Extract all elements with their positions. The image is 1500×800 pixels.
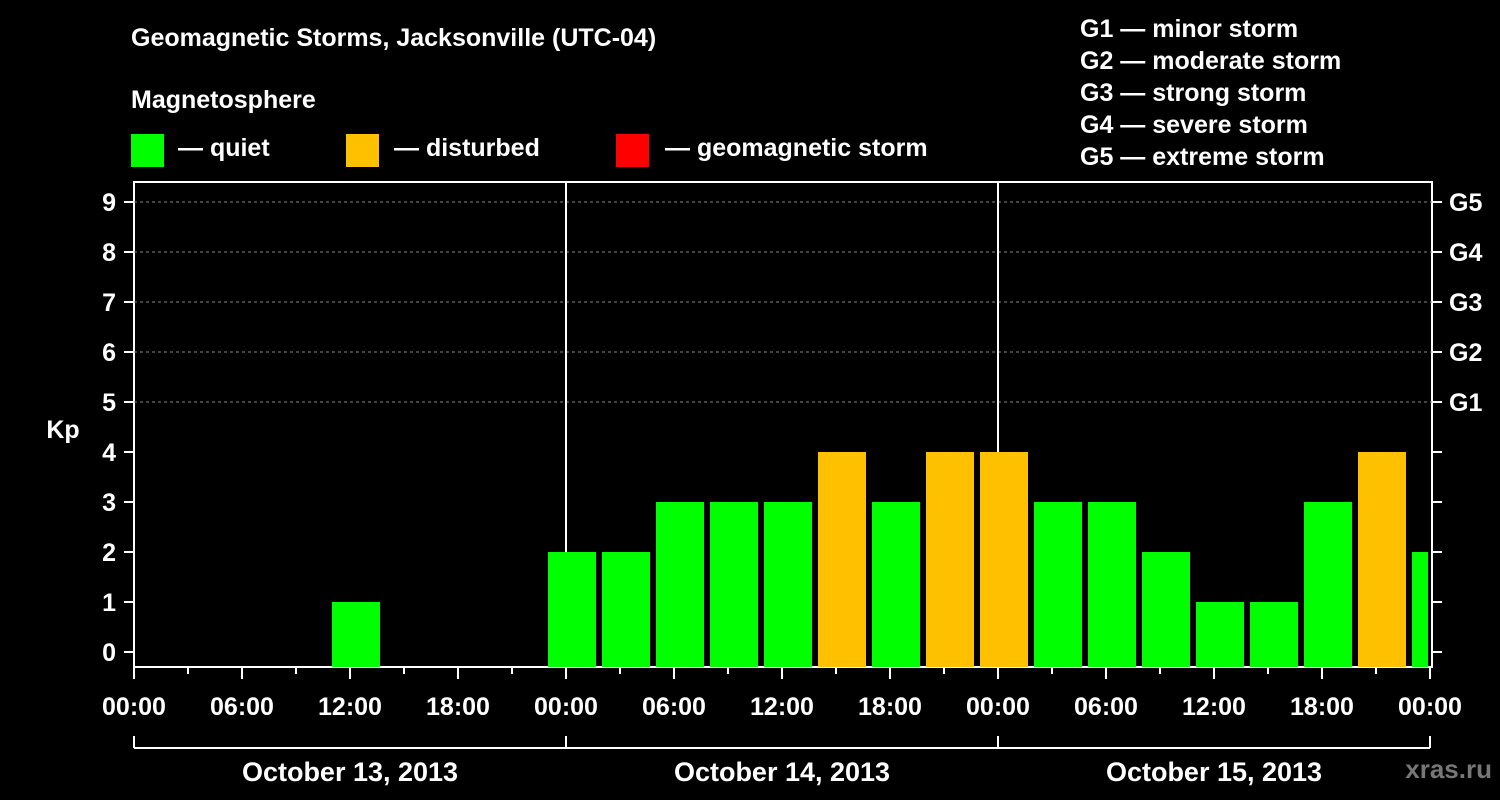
x-tick-label: 18:00	[426, 693, 490, 721]
y-axis-label: Kp	[46, 416, 79, 444]
y-tick-label: 9	[102, 189, 116, 217]
kp-bar	[548, 552, 596, 667]
legend-label-disturbed: — disturbed	[394, 134, 540, 162]
y-tick-label: 4	[102, 439, 116, 467]
kp-bar	[1088, 502, 1136, 667]
x-tick-label: 00:00	[1398, 693, 1462, 721]
g-level-label: G5	[1449, 189, 1482, 217]
kp-bar	[980, 452, 1028, 667]
legend-label-quiet: — quiet	[178, 134, 270, 162]
y-tick-label: 5	[102, 389, 116, 417]
date-label: October 13, 2013	[242, 757, 458, 787]
x-tick-label: 06:00	[1074, 693, 1138, 721]
kp-bar	[764, 502, 812, 667]
g-level-label: G4	[1449, 239, 1482, 267]
legend-heading: Magnetosphere	[131, 86, 316, 114]
date-label: October 14, 2013	[674, 757, 890, 787]
y-tick-label: 8	[102, 239, 116, 267]
g-scale-item-g3: G3 — strong storm	[1080, 79, 1307, 107]
x-tick-label: 12:00	[1182, 693, 1246, 721]
kp-bar	[1304, 502, 1352, 667]
x-tick-label: 00:00	[102, 693, 166, 721]
kp-bar	[656, 502, 704, 667]
y-tick-label: 0	[102, 639, 116, 667]
g-level-label: G3	[1449, 289, 1482, 317]
legend-label-storm: — geomagnetic storm	[665, 134, 928, 162]
x-tick-label: 18:00	[858, 693, 922, 721]
g-scale-item-g2: G2 — moderate storm	[1080, 47, 1342, 75]
y-tick-label: 1	[102, 589, 116, 617]
x-tick-label: 00:00	[534, 693, 598, 721]
x-tick-label: 06:00	[210, 693, 274, 721]
legend-swatch-disturbed	[346, 134, 379, 167]
x-tick-label: 12:00	[318, 693, 382, 721]
legend-swatch-storm	[616, 134, 649, 167]
x-tick-label: 18:00	[1290, 693, 1354, 721]
g-scale-item-g1: G1 — minor storm	[1080, 15, 1299, 43]
kp-bar	[1358, 452, 1406, 667]
legend-swatch-quiet	[131, 134, 164, 167]
chart-title: Geomagnetic Storms, Jacksonville (UTC-04…	[131, 24, 657, 52]
kp-bar	[926, 452, 974, 667]
g-level-label: G2	[1449, 339, 1482, 367]
y-tick-label: 7	[102, 289, 116, 317]
kp-bar	[602, 552, 650, 667]
x-tick-label: 06:00	[642, 693, 706, 721]
kp-bar	[710, 502, 758, 667]
date-label: October 15, 2013	[1106, 757, 1322, 787]
kp-bar	[1196, 602, 1244, 667]
kp-bar	[1250, 602, 1298, 667]
kp-bar	[332, 602, 380, 667]
y-tick-label: 6	[102, 339, 116, 367]
kp-bar	[1034, 502, 1082, 667]
x-tick-label: 00:00	[966, 693, 1030, 721]
g-scale-item-g4: G4 — severe storm	[1080, 111, 1308, 139]
kp-bar	[1412, 552, 1428, 667]
y-tick-label: 3	[102, 489, 116, 517]
kp-bar	[1142, 552, 1190, 667]
watermark: xras.ru	[1405, 754, 1492, 784]
x-tick-label: 12:00	[750, 693, 814, 721]
kp-bar	[818, 452, 866, 667]
y-tick-label: 2	[102, 539, 116, 567]
kp-bar	[872, 502, 920, 667]
g-level-label: G1	[1449, 389, 1482, 417]
g-scale-item-g5: G5 — extreme storm	[1080, 143, 1325, 171]
